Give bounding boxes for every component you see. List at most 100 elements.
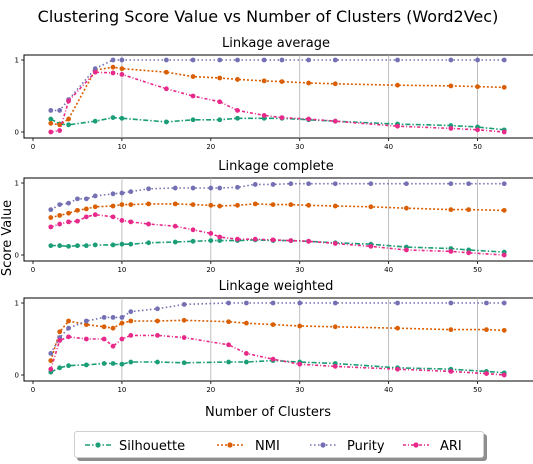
data-point-purity — [190, 57, 196, 63]
data-point-silhouette — [66, 243, 71, 249]
data-point-purity — [395, 57, 400, 63]
data-point-ari — [501, 129, 507, 135]
data-point-nmi — [252, 201, 258, 207]
data-point-ari — [110, 343, 116, 349]
data-point-nmi — [466, 207, 472, 213]
legend-item-nmi: NMI — [217, 439, 280, 454]
data-point-purity — [57, 108, 63, 113]
data-point-ari — [288, 238, 294, 244]
data-point-ari — [243, 351, 249, 356]
data-point-nmi — [217, 203, 223, 209]
data-point-ari — [208, 231, 214, 236]
data-point-ari — [128, 333, 134, 338]
data-point-purity — [448, 181, 454, 187]
data-point-nmi — [448, 207, 454, 213]
data-point-nmi — [66, 210, 71, 216]
data-point-nmi — [297, 323, 303, 329]
data-point-silhouette — [48, 116, 54, 122]
data-point-nmi — [101, 324, 107, 330]
data-point-purity — [226, 300, 232, 306]
data-point-silhouette — [243, 359, 249, 365]
data-point-nmi — [172, 201, 178, 207]
y-tick-label: 1 — [15, 57, 19, 65]
x-tick-label: 50 — [473, 386, 482, 394]
data-point-ari — [92, 212, 98, 218]
data-point-nmi — [92, 204, 98, 210]
x-tick-label: 30 — [295, 386, 304, 394]
data-point-purity — [288, 181, 294, 187]
data-point-purity — [208, 185, 214, 191]
data-point-nmi — [288, 202, 294, 208]
data-point-ari — [66, 334, 71, 340]
data-point-ari — [270, 356, 276, 362]
x-tick-label: 20 — [206, 386, 215, 394]
data-point-ari — [448, 249, 454, 254]
data-point-ari — [57, 221, 63, 227]
data-point-silhouette — [128, 241, 134, 247]
data-point-nmi — [155, 318, 160, 324]
data-point-ari — [48, 129, 54, 135]
data-point-ari — [332, 363, 338, 369]
legend-marker-purity — [320, 442, 326, 448]
data-point-purity — [297, 300, 303, 306]
data-point-purity — [48, 351, 54, 356]
data-point-purity — [110, 315, 116, 320]
data-point-silhouette — [181, 360, 187, 366]
data-point-nmi — [395, 325, 400, 331]
data-point-nmi — [404, 205, 409, 211]
x-tick-label: 40 — [384, 386, 393, 394]
panel-linkage-weighted: 0 10 20 30 40 50 0 1 — [15, 297, 533, 394]
x-tick-label: 50 — [473, 266, 482, 274]
y-tick-label: 1 — [15, 180, 19, 188]
data-point-ari — [368, 243, 374, 249]
y-tick-label: 0 — [15, 129, 19, 137]
data-point-ari — [190, 227, 196, 233]
legend-label-silhouette: Silhouette — [119, 439, 185, 454]
data-point-nmi — [217, 75, 223, 81]
data-point-purity — [48, 207, 54, 213]
data-point-purity — [128, 189, 134, 195]
data-point-silhouette — [163, 119, 169, 125]
data-point-nmi — [226, 319, 232, 325]
data-point-ari — [395, 366, 400, 372]
plot-area — [23, 177, 533, 262]
data-point-purity — [66, 325, 71, 331]
data-point-purity — [475, 57, 480, 63]
data-point-ari — [501, 372, 507, 378]
data-point-ari — [83, 214, 89, 220]
data-point-purity — [110, 57, 116, 63]
data-point-purity — [155, 306, 160, 312]
panel-title-complete: Linkage complete — [218, 159, 333, 174]
data-point-nmi — [332, 81, 338, 87]
data-point-ari — [190, 93, 196, 99]
data-point-ari — [92, 69, 98, 75]
data-point-nmi — [128, 202, 134, 208]
x-tick-label: 50 — [473, 143, 482, 151]
data-point-ari — [119, 218, 125, 223]
series-line-ari — [50, 71, 505, 133]
data-point-silhouette — [92, 242, 98, 248]
data-point-nmi — [190, 202, 196, 208]
data-point-purity — [66, 200, 71, 206]
data-point-ari — [484, 371, 489, 376]
data-point-purity — [252, 182, 258, 187]
data-point-nmi — [66, 318, 71, 324]
data-point-silhouette — [57, 365, 63, 371]
data-point-nmi — [448, 327, 454, 333]
data-point-ari — [75, 218, 80, 224]
data-point-purity — [110, 191, 116, 197]
data-point-nmi — [261, 78, 267, 84]
data-point-nmi — [75, 207, 80, 213]
data-point-silhouette — [217, 238, 223, 244]
panel-linkage-complete: 0 10 20 30 40 50 0 1 — [15, 177, 533, 274]
data-point-purity — [368, 181, 374, 187]
series-line-nmi — [50, 66, 505, 126]
data-point-ari — [270, 237, 276, 243]
data-point-nmi — [128, 318, 134, 324]
data-point-ari — [110, 214, 116, 220]
data-point-purity — [466, 181, 472, 187]
data-point-nmi — [83, 206, 89, 212]
data-point-nmi — [501, 84, 507, 90]
data-point-ari — [332, 118, 338, 124]
